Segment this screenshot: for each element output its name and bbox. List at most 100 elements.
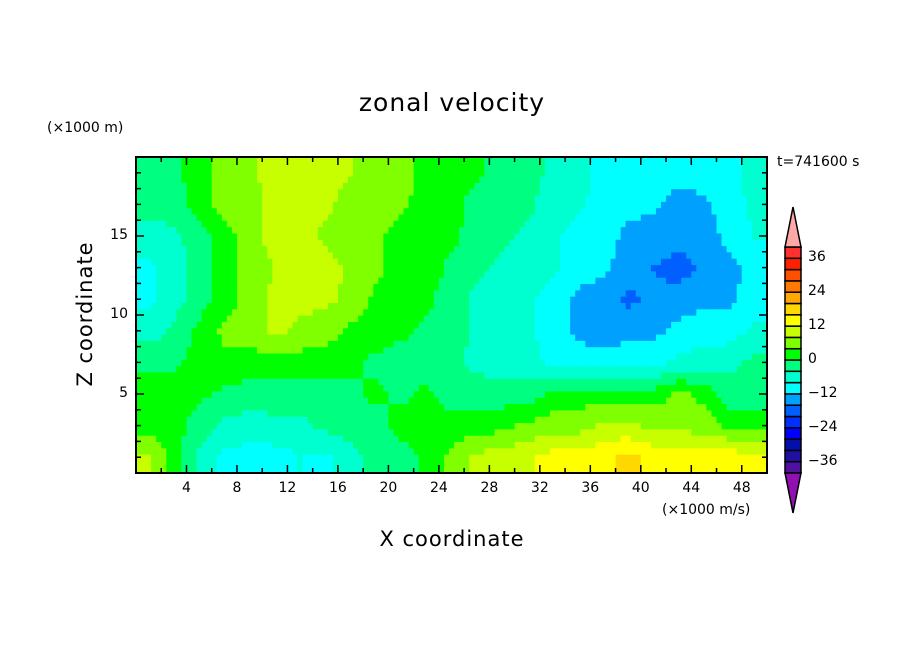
contour-cell [756,302,763,310]
contour-cell [201,454,208,461]
contour-cell [741,270,748,278]
contour-cell [322,289,329,297]
contour-cell [524,352,531,360]
contour-cell [408,251,415,259]
contour-cell [464,270,470,278]
contour-cell [181,403,188,411]
contour-cell [448,409,455,417]
contour-cell [337,352,344,360]
contour-cell [176,239,183,247]
contour-cell [701,321,708,329]
contour-cell [363,283,369,291]
contour-cell [549,416,556,424]
contour-cell [206,441,213,449]
contour-cell [277,296,283,303]
contour-cell [585,384,591,392]
contour-cell [696,403,702,411]
contour-cell [459,308,465,316]
contour-cell [312,441,319,449]
contour-cell [751,416,758,424]
contour-cell [605,460,612,468]
contour-cell [358,365,364,373]
contour-cell [731,441,738,449]
contour-cell [610,302,617,310]
contour-cell [454,239,460,247]
contour-cell [686,245,692,253]
contour-cell [363,409,369,417]
contour-cell [529,333,536,341]
contour-cell [332,296,339,303]
contour-cell [726,270,733,278]
contour-cell [660,239,667,247]
contour-cell [211,245,218,253]
contour-cell [696,454,702,461]
contour-cell [317,315,324,322]
contour-cell [459,232,465,240]
contour-cell [146,441,152,449]
contour-cell [524,321,531,329]
contour-cell [231,327,238,335]
contour-cell [277,239,283,247]
contour-cell [716,302,723,310]
contour-cell [423,454,430,461]
contour-cell [428,466,435,474]
contour-cell [560,283,566,291]
contour-cell [731,346,738,354]
contour-cell [539,308,546,316]
contour-cell [297,384,304,392]
contour-cell [544,289,551,297]
contour-cell [671,441,677,449]
contour-cell [681,296,687,303]
contour-cell [751,232,758,240]
contour-cell [292,397,299,405]
contour-cell [287,384,294,392]
contour-cell [408,441,415,449]
contour-cell [302,239,309,247]
contour-cell [272,333,278,341]
contour-cell [600,390,607,398]
contour-cell [716,397,723,405]
contour-cell [751,409,758,417]
contour-cell [691,289,697,297]
contour-cell [655,270,662,278]
contour-cell [236,466,243,474]
contour-cell [615,226,622,234]
contour-cell [560,460,566,468]
contour-cell [595,277,602,284]
contour-cell [252,226,258,234]
contour-cell [625,277,632,284]
contour-cell [186,340,193,348]
contour-cell [615,397,622,405]
contour-cell [640,258,647,266]
contour-cell [201,333,208,341]
contour-cell [640,371,647,379]
contour-cell [751,308,758,316]
contour-cell [363,384,369,392]
contour-cell [459,270,465,278]
contour-cell [353,289,359,297]
contour-cell [655,365,662,373]
contour-cell [151,466,157,474]
contour-cell [413,416,420,424]
contour-cell [342,384,349,392]
contour-cell [373,251,379,259]
contour-cell [751,264,758,272]
contour-cell [307,258,314,266]
contour-cell [297,296,304,303]
contour-cell [272,447,278,455]
contour-cell [176,409,183,417]
contour-cell [388,308,395,316]
contour-cell [666,460,672,468]
contour-cell [660,390,667,398]
contour-cell [433,397,440,405]
contour-cell [610,277,617,284]
contour-cell [756,321,763,329]
contour-cell [353,302,359,310]
contour-cell [726,245,733,253]
contour-cell [242,378,248,386]
contour-cell [393,226,400,234]
contour-cell [358,352,364,360]
contour-cell [590,308,596,316]
contour-cell [620,239,627,247]
contour-cell [358,315,364,322]
